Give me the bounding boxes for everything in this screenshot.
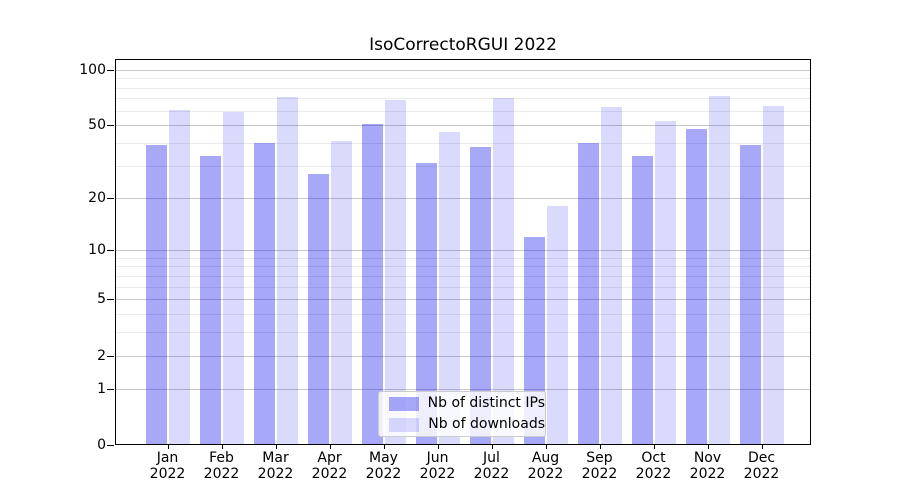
- chart-title: IsoCorrectoRGUI 2022: [369, 35, 557, 55]
- x-tick-mark-feb: [221, 445, 223, 449]
- bar-aug-downloads: [546, 205, 568, 445]
- gridline-minor-4: [115, 314, 811, 316]
- bar-jan-distinct-ips: [145, 145, 167, 445]
- x-tick-mark-oct: [653, 445, 655, 449]
- gridlines-layer: [115, 59, 811, 445]
- y-tick-mark-0: [107, 445, 114, 446]
- y-tick-label-2: 2: [97, 347, 106, 364]
- legend-row-distinct-ips: Nb of distinct IPs: [389, 396, 545, 411]
- gridline-minor-40: [115, 143, 811, 145]
- y-tick-mark-10: [107, 250, 114, 252]
- bar-sep-distinct-ips: [577, 143, 599, 445]
- y-tick-mark-50: [107, 125, 114, 127]
- x-tick-mark-sep: [599, 445, 601, 449]
- x-tick-label-jan: Jan 2022: [149, 450, 186, 482]
- bar-may-distinct-ips: [361, 123, 383, 445]
- gridline-minor-8: [115, 266, 811, 268]
- gridline-major-10: [115, 250, 811, 252]
- gridline-major-20: [115, 197, 811, 199]
- legend-label-distinct-ips: Nb of distinct IPs: [427, 395, 545, 411]
- x-tick-label-jul: Jul 2022: [473, 450, 510, 482]
- x-tick-label-oct: Oct 2022: [635, 450, 672, 482]
- y-tick-mark-2: [107, 355, 114, 357]
- bars-layer: [115, 59, 811, 445]
- gridline-major-5: [115, 299, 811, 301]
- bar-oct-distinct-ips: [631, 156, 653, 445]
- bar-mar-downloads: [276, 97, 298, 445]
- bar-jun-distinct-ips: [415, 163, 437, 445]
- x-tick-label-dec: Dec 2022: [743, 450, 780, 482]
- legend-swatch-distinct-ips: [389, 396, 419, 411]
- x-tick-mark-may: [383, 445, 385, 449]
- legend: Nb of distinct IPs Nb of downloads: [378, 391, 546, 437]
- gridline-major-100: [115, 69, 811, 71]
- x-tick-mark-jun: [437, 445, 439, 449]
- y-tick-mark-20: [107, 197, 114, 199]
- bar-jul-downloads: [492, 98, 514, 445]
- x-tick-label-jun: Jun 2022: [419, 450, 456, 482]
- x-tick-label-may: May 2022: [365, 450, 402, 482]
- x-tick-mark-mar: [275, 445, 277, 449]
- bar-jan-downloads: [168, 109, 190, 445]
- y-tick-label-20: 20: [88, 189, 106, 206]
- gridline-major-2: [115, 355, 811, 357]
- bar-feb-downloads: [222, 112, 244, 445]
- gridline-minor-9: [115, 257, 811, 259]
- gridline-minor-6: [115, 286, 811, 288]
- bar-mar-distinct-ips: [253, 143, 275, 445]
- x-tick-mark-jan: [167, 445, 169, 449]
- gridline-minor-30: [115, 165, 811, 167]
- y-tick-label-10: 10: [88, 242, 106, 259]
- bar-jun-downloads: [438, 132, 460, 445]
- plot-area: Nb of distinct IPs Nb of downloads: [115, 59, 811, 445]
- gridline-minor-70: [115, 98, 811, 100]
- gridline-minor-60: [115, 110, 811, 112]
- y-tick-label-5: 5: [97, 291, 106, 308]
- x-tick-label-aug: Aug 2022: [527, 450, 564, 482]
- bar-jul-distinct-ips: [469, 147, 491, 445]
- x-tick-label-sep: Sep 2022: [581, 450, 618, 482]
- y-tick-mark-5: [107, 299, 114, 301]
- legend-label-downloads: Nb of downloads: [428, 416, 545, 432]
- gridline-major-50: [115, 125, 811, 127]
- bar-dec-distinct-ips: [739, 145, 761, 445]
- legend-row-downloads: Nb of downloads: [389, 417, 545, 432]
- legend-swatch-downloads: [389, 417, 420, 432]
- x-tick-mark-apr: [329, 445, 331, 449]
- bar-sep-downloads: [600, 106, 622, 445]
- y-tick-mark-100: [107, 69, 114, 71]
- y-tick-label-50: 50: [88, 117, 106, 134]
- x-tick-mark-dec: [761, 445, 763, 449]
- y-tick-label-0: 0: [97, 437, 106, 453]
- bar-may-downloads: [384, 99, 406, 445]
- x-tick-mark-nov: [707, 445, 709, 449]
- y-tick-mark-1: [107, 388, 114, 390]
- gridline-major-1: [115, 388, 811, 390]
- x-tick-mark-jul: [491, 445, 493, 449]
- x-tick-label-apr: Apr 2022: [311, 450, 348, 482]
- gridline-minor-3: [115, 332, 811, 334]
- y-tick-label-1: 1: [97, 380, 106, 397]
- x-tick-mark-aug: [545, 445, 547, 449]
- gridline-minor-80: [115, 87, 811, 89]
- x-tick-label-nov: Nov 2022: [689, 450, 726, 482]
- x-tick-label-feb: Feb 2022: [203, 450, 240, 482]
- bar-nov-distinct-ips: [685, 128, 707, 445]
- y-tick-label-100: 100: [79, 61, 106, 78]
- bar-feb-distinct-ips: [199, 156, 221, 445]
- gridline-minor-7: [115, 275, 811, 277]
- bar-dec-downloads: [762, 105, 784, 445]
- bar-apr-downloads: [330, 141, 352, 445]
- gridline-minor-90: [115, 78, 811, 80]
- bar-oct-downloads: [654, 120, 676, 445]
- bar-nov-downloads: [708, 96, 730, 445]
- bar-apr-distinct-ips: [307, 174, 329, 445]
- x-tick-label-mar: Mar 2022: [257, 450, 294, 482]
